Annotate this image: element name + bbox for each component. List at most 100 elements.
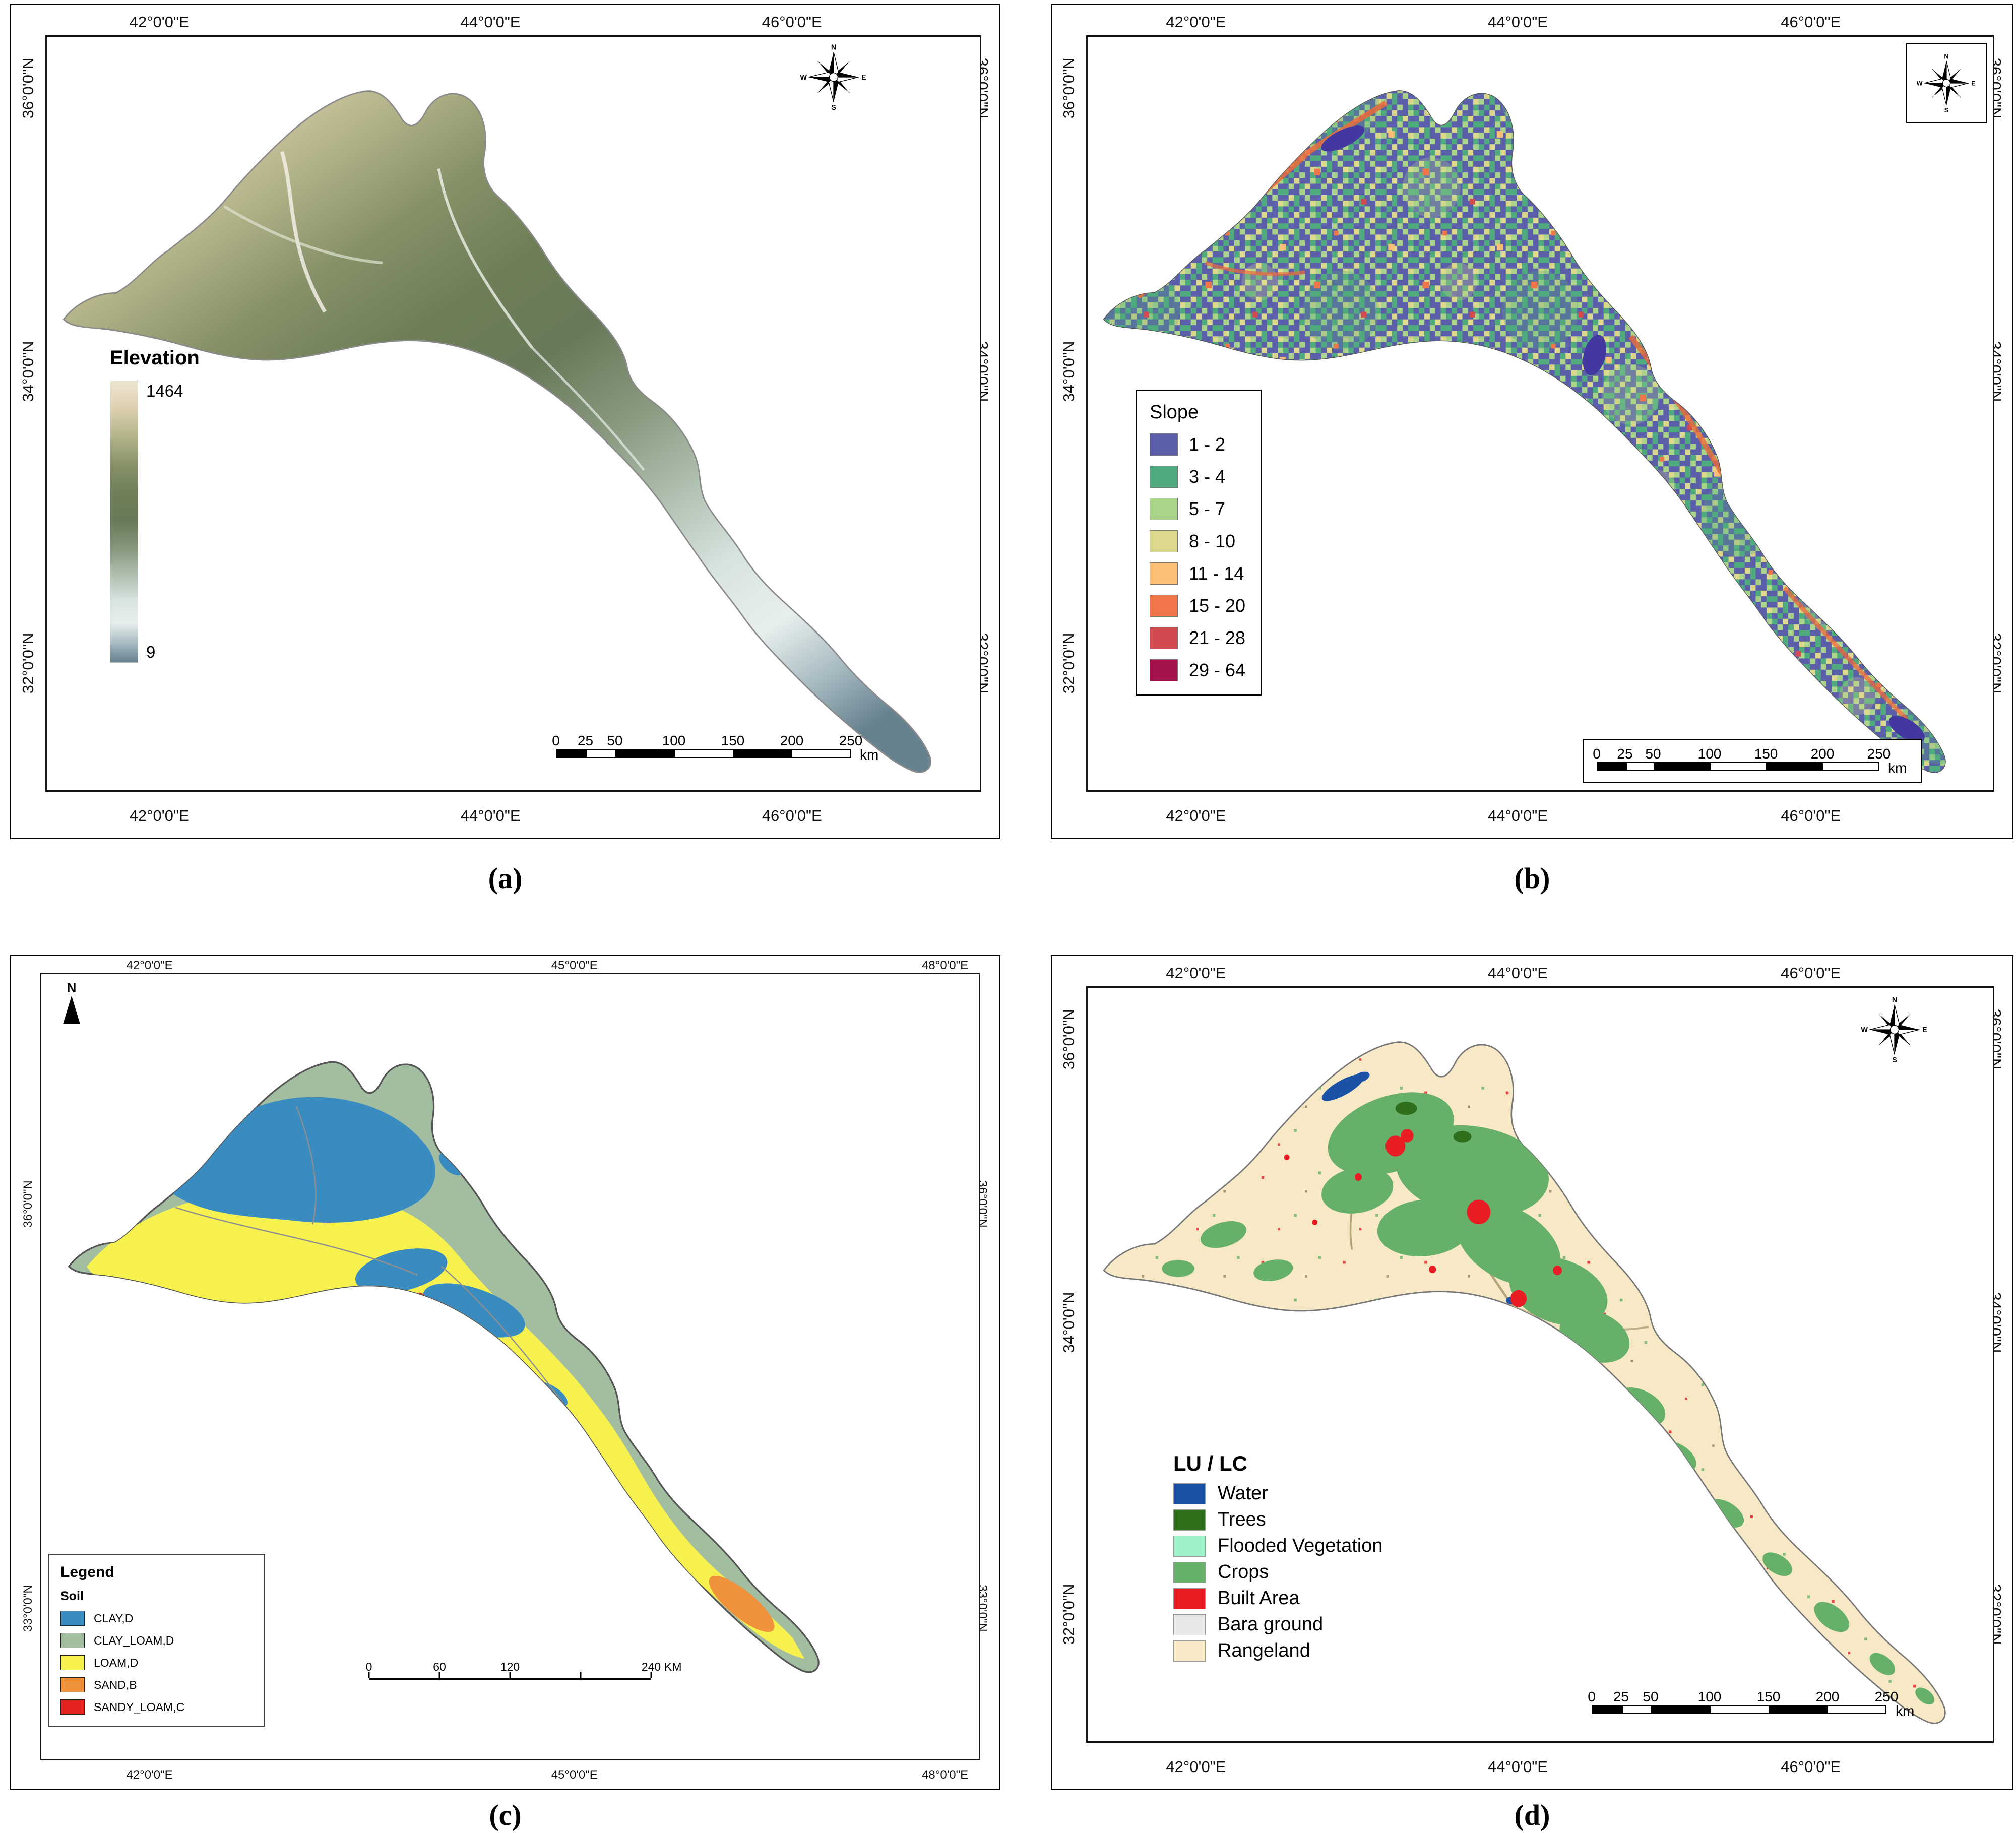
- scale-label: 0: [552, 733, 560, 748]
- legend-label: Built Area: [1218, 1588, 1300, 1609]
- legend-label: 1 - 2: [1189, 434, 1226, 455]
- coord-label: 44°0'0"E: [1487, 1758, 1548, 1776]
- legend-swatch: [1150, 433, 1178, 456]
- legend-swatch: [1173, 1509, 1206, 1531]
- legend-swatch: [1173, 1483, 1206, 1504]
- legend-swatch: [1150, 466, 1178, 488]
- coord-label: 44°0'0"E: [1487, 964, 1548, 982]
- compass-rose-icon: [1860, 995, 1928, 1065]
- coord-label: 46°0'0"E: [762, 807, 822, 825]
- coord-label: 36°0'0"N: [1060, 57, 1078, 119]
- coord-label: 34°0'0"N: [19, 341, 37, 402]
- legend-swatch: [1173, 1588, 1206, 1609]
- compass-rose-icon: [1916, 52, 1976, 114]
- scale-label: 120: [500, 1660, 520, 1673]
- coord-label: 42°0'0"E: [1166, 807, 1226, 825]
- coord-label: 48°0'0"E: [922, 959, 969, 972]
- scale-label: 200: [1810, 746, 1835, 762]
- legend-label: LOAM,D: [94, 1656, 139, 1669]
- elevation-legend: Elevation 1464 9: [110, 347, 200, 663]
- scale-label: 50: [1643, 1689, 1659, 1704]
- panel-caption: (b): [1514, 862, 1550, 895]
- coord-label: 32°0'0"N: [19, 633, 37, 694]
- coord-label: 42°0'0"E: [1166, 964, 1226, 982]
- coord-label: 45°0'0"E: [551, 959, 598, 972]
- slope-legend: Slope 1 - 2 3 - 4 5 - 7 8 - 10 11 - 14 1…: [1136, 390, 1262, 696]
- legend-label: Crops: [1218, 1561, 1269, 1583]
- legend-label: Water: [1218, 1483, 1268, 1504]
- legend-label: Rangeland: [1218, 1640, 1310, 1661]
- elevation-legend-title: Elevation: [110, 347, 200, 369]
- scale-label: 100: [1697, 1689, 1722, 1704]
- legend-swatch: [1150, 659, 1178, 681]
- soil-map-graphic: [68, 1061, 820, 1673]
- legend-swatch: [1150, 627, 1178, 649]
- legend-swatch: [1150, 530, 1178, 552]
- scale-label: 0: [1593, 746, 1601, 762]
- panel-caption: (c): [489, 1799, 522, 1831]
- scale-label: 50: [1645, 746, 1661, 762]
- scale-bar: 0 25 50 100 150 200 250 km: [1588, 1689, 1914, 1719]
- coord-label: 34°0'0"N: [1060, 341, 1078, 402]
- elevation-min-value: 9: [146, 643, 156, 661]
- panel-c-box: 42°0'0"E 45°0'0"E 48°0'0"E 42°0'0"E 45°0…: [10, 955, 1000, 1790]
- legend-swatch: [1173, 1614, 1206, 1635]
- coord-label: 42°0'0"E: [1166, 13, 1226, 31]
- compass-box: [1906, 43, 1987, 123]
- legend-swatch: [1173, 1535, 1206, 1557]
- legend-swatch: [1173, 1561, 1206, 1583]
- scale-unit: KM: [664, 1660, 682, 1673]
- scale-label: 0: [1588, 1689, 1596, 1704]
- scale-bar-box: 0 25 50 100 150 200 250 km: [1583, 739, 1922, 783]
- scale-label: 100: [1697, 746, 1722, 762]
- lulc-legend: LU / LC Water Trees Flooded Vegetation C…: [1173, 1451, 1383, 1662]
- elevation-color-ramp: [110, 381, 138, 663]
- lulc-legend-title: LU / LC: [1173, 1451, 1247, 1475]
- legend-swatch: [60, 1633, 85, 1648]
- scale-bar-segments: [556, 749, 851, 758]
- scale-label: 200: [780, 733, 804, 748]
- map-frame-soil: N: [40, 973, 980, 1760]
- north-label: N: [67, 980, 77, 995]
- scale-bar-segments: [1592, 1705, 1886, 1714]
- legend-swatch: [1150, 498, 1178, 520]
- lulc-map-graphic: [1103, 1041, 1946, 1724]
- scale-label: 60: [433, 1660, 446, 1673]
- soil-legend: Legend Soil CLAY,D CLAY_LOAM,D LOAM,D SA…: [48, 1554, 265, 1727]
- scale-bar: 0 25 50 100 150 200 250 km: [552, 733, 878, 763]
- coord-label: 42°0'0"E: [126, 1768, 173, 1782]
- legend-swatch: [60, 1699, 85, 1715]
- scale-unit: km: [1896, 1703, 1915, 1719]
- scale-label: 25: [577, 733, 594, 748]
- panel-d: 42°0'0"E 44°0'0"E 46°0'0"E 42°0'0"E 44°0…: [1051, 955, 2013, 1832]
- scale-unit: km: [1888, 760, 1907, 776]
- scale-label: 150: [1756, 1689, 1781, 1704]
- soil-legend-subtitle: Soil: [60, 1589, 84, 1603]
- coord-label: 46°0'0"E: [1781, 1758, 1841, 1776]
- coord-label: 36°0'0"N: [1060, 1008, 1078, 1070]
- panel-a-box: 42°0'0"E 44°0'0"E 46°0'0"E 42°0'0"E 44°0…: [10, 4, 1000, 839]
- coord-label: 33°0'0"N: [21, 1584, 35, 1632]
- coord-label: 46°0'0"E: [1781, 13, 1841, 31]
- legend-label: 8 - 10: [1189, 531, 1236, 551]
- coord-label: 44°0'0"E: [460, 13, 521, 31]
- scale-unit: km: [860, 747, 879, 763]
- legend-label: Bara ground: [1218, 1614, 1324, 1635]
- legend-label: 21 - 28: [1189, 627, 1246, 648]
- legend-label: SAND,B: [94, 1678, 137, 1691]
- coord-label: 42°0'0"E: [129, 807, 190, 825]
- coord-label: 46°0'0"E: [1781, 807, 1841, 825]
- panel-c: 42°0'0"E 45°0'0"E 48°0'0"E 42°0'0"E 45°0…: [10, 955, 1000, 1832]
- legend-label: 11 - 14: [1189, 563, 1244, 584]
- legend-swatch: [1173, 1640, 1206, 1662]
- legend-label: Flooded Vegetation: [1218, 1535, 1383, 1556]
- legend-label: 5 - 7: [1189, 498, 1226, 519]
- coord-label: 34°0'0"N: [1060, 1292, 1078, 1353]
- scale-label: 100: [662, 733, 686, 748]
- slope-legend-title: Slope: [1150, 402, 1199, 423]
- coord-label: 44°0'0"E: [460, 807, 521, 825]
- coord-label: 48°0'0"E: [922, 1768, 969, 1782]
- map-frame-lulc: LU / LC Water Trees Flooded Vegetation C…: [1086, 986, 1994, 1743]
- soil-legend-title: Legend: [60, 1564, 114, 1581]
- legend-label: CLAY_LOAM,D: [94, 1633, 174, 1647]
